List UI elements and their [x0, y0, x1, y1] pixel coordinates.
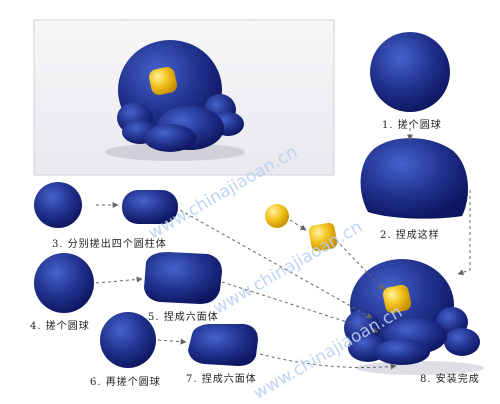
step-2-back-shape [360, 138, 468, 219]
step-4-label: 4. 搓个圆球 [30, 321, 90, 332]
step-3-cylinder [122, 190, 178, 224]
step-6-ball [100, 312, 156, 368]
step-3-label: 3. 分别搓出四个圆柱体 [52, 239, 167, 250]
arrow-2-to-8 [457, 190, 471, 276]
step-1-label: 1. 搓个圆球 [382, 120, 442, 131]
step-7-hexahedron [188, 324, 258, 366]
step-7-label: 7. 捏成六面体 [186, 374, 257, 385]
step-6-label: 6. 再搓个圆球 [90, 377, 161, 388]
step-2-label: 2. 捏成这样 [380, 230, 440, 241]
finished-sofa-photo [33, 19, 335, 176]
flow-arrows [95, 122, 471, 370]
arrow-7-to-8 [259, 353, 397, 370]
step-8-assembled-sofa [344, 259, 484, 375]
arrow-6-to-7 [157, 338, 187, 345]
step-5-hexahedron [144, 252, 222, 304]
step-5-label: 5. 捏成六面体 [148, 312, 219, 323]
arrow-yellow-ball-to-cube [289, 219, 307, 231]
step-3-ball [34, 182, 82, 228]
arrow-3-to-8 [179, 209, 373, 319]
arrow-4-to-5 [95, 276, 143, 284]
yellow-ball [265, 204, 289, 228]
step-1-ball [370, 32, 450, 112]
step-4-ball [34, 253, 94, 313]
yellow-cube [308, 222, 338, 252]
step-8-label: 8. 安装完成 [420, 374, 480, 385]
